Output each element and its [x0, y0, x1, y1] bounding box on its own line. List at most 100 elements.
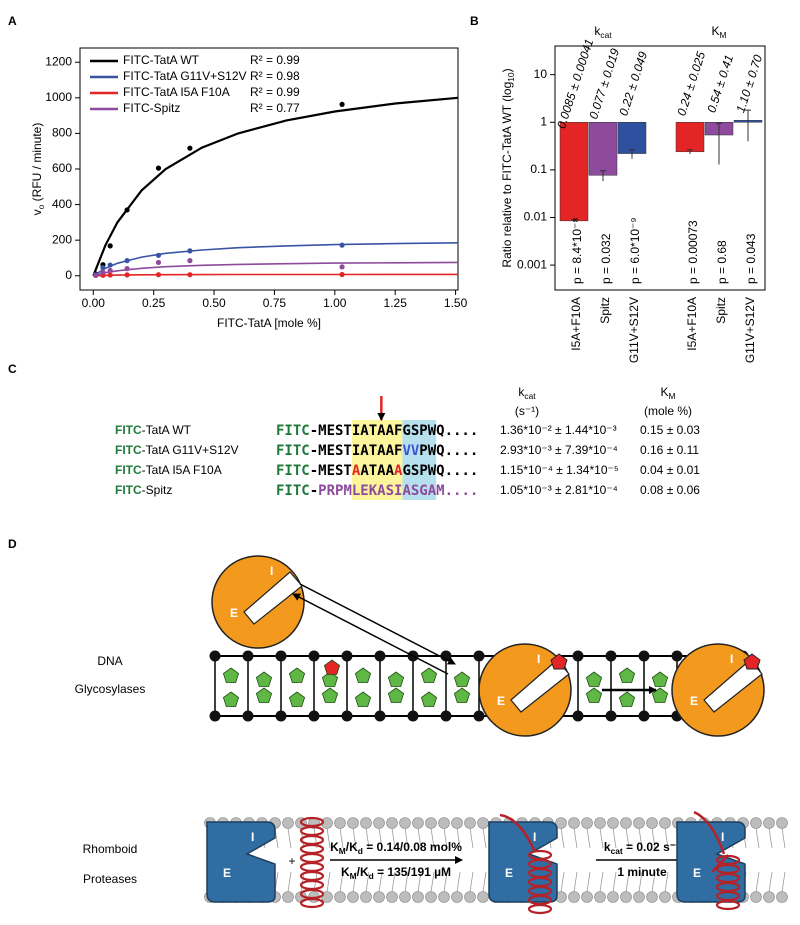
x-tick-label: 0.75 — [263, 296, 287, 310]
lipid-tail — [287, 827, 292, 849]
y-tick-label: 0.01 — [524, 210, 548, 224]
row-name: FITC-Spitz — [115, 483, 172, 497]
dna-base — [651, 671, 669, 687]
lipid-head — [581, 817, 593, 829]
column-header: kcat — [518, 385, 536, 401]
value-label: 1.10 ± 0.70 — [733, 53, 765, 115]
helix-turn — [299, 879, 325, 891]
lipid-tail — [469, 871, 474, 893]
lipid-tail — [625, 827, 630, 849]
p-label: p = 0.68 — [715, 240, 729, 284]
lipid-head — [360, 817, 372, 829]
lipid-tail — [339, 871, 344, 893]
dna-node — [341, 710, 353, 722]
dna-node — [275, 710, 287, 722]
lipid-head — [763, 817, 775, 829]
text-run: M — [339, 846, 346, 856]
fit-line — [92, 96, 459, 277]
lipid-tail — [417, 871, 422, 893]
text-run: VV — [402, 443, 419, 459]
text-run: PWQ.... — [419, 443, 478, 459]
bar — [588, 122, 618, 176]
text-run: (RFU / minute) — [30, 123, 44, 205]
row-label: DNA — [97, 654, 122, 668]
lipid-head — [451, 817, 463, 829]
lipid-head — [607, 817, 619, 829]
bound-base — [550, 653, 568, 670]
exosite-label: I — [730, 652, 733, 666]
text-run: o — [36, 204, 46, 209]
y-tick-label: 0.001 — [517, 257, 547, 271]
lipid-head — [282, 817, 294, 829]
lipid-tail — [287, 871, 292, 893]
data-point — [187, 145, 193, 151]
dna-base — [585, 671, 603, 687]
dna-base — [222, 691, 240, 707]
dna-base — [222, 667, 240, 683]
data-point — [155, 252, 162, 258]
lipid-tail — [612, 827, 617, 849]
lipid-tail — [365, 871, 370, 893]
text-run: FITC — [115, 443, 142, 457]
lipid-head — [555, 817, 567, 829]
y-tick-label: 1000 — [45, 90, 72, 104]
text-run: k — [604, 840, 611, 854]
lipid-tail — [755, 827, 760, 849]
helix-turn — [299, 834, 325, 846]
lipid-head — [451, 891, 463, 903]
error-bar — [687, 149, 693, 155]
x-tick-label: Spitz — [714, 297, 728, 324]
text-run: FITC — [276, 443, 310, 459]
helix-turn — [299, 870, 325, 882]
lipid-tail — [586, 871, 591, 893]
row-sequence: FITC-PRPMLEKASIASGAM.... — [276, 483, 478, 499]
x-tick-label: 0.25 — [142, 296, 166, 310]
lipid-head — [646, 891, 658, 903]
p-label: p = 8.4*10⁻⁸ — [570, 218, 584, 284]
lipid-tail — [378, 871, 383, 893]
panel-label: B — [470, 14, 479, 28]
text-run: k — [518, 385, 525, 399]
panel-label: C — [8, 362, 17, 376]
text-run: GSPWQ.... — [402, 463, 478, 479]
row-kcat: 1.05*10⁻³ ± 2.81*10⁻⁴ — [500, 483, 618, 497]
row-label: Glycosylases — [75, 682, 146, 696]
dna-node — [308, 650, 320, 662]
helix-turn — [299, 852, 325, 864]
time-label: 1 minute — [617, 865, 667, 879]
text-run: /K — [357, 865, 369, 879]
dna-node — [605, 650, 617, 662]
lipid-tail — [599, 871, 604, 893]
dna-base — [453, 687, 471, 703]
text-run: -MESTIATAAFGSPWQ.... — [310, 423, 479, 439]
lipid-tail — [586, 827, 591, 849]
fit-line — [92, 242, 459, 277]
lipid-head — [373, 891, 385, 903]
error-bar — [629, 148, 635, 159]
data-point — [124, 266, 130, 272]
dna-node — [671, 650, 683, 662]
row-kcat: 1.15*10⁻⁴ ± 1.34*10⁻⁵ — [500, 463, 619, 477]
dna-node — [374, 650, 386, 662]
active-site-label: E — [690, 694, 698, 708]
text-run: -TatA I5A F10A — [142, 463, 222, 477]
lipid-tail — [378, 827, 383, 849]
column-unit: (s⁻¹) — [515, 404, 539, 418]
text-run: d — [369, 871, 374, 881]
legend-label: FITC-TatA G11V+S12V — [123, 69, 247, 83]
active-site-label: E — [693, 866, 701, 880]
p-label: p = 6.0*10⁻⁹ — [628, 217, 642, 284]
group-title: KM — [712, 24, 727, 40]
lipid-head — [347, 891, 359, 903]
lipid-head — [425, 817, 437, 829]
lipid-head — [464, 817, 476, 829]
lipid-tail — [781, 827, 786, 849]
text-run: K — [661, 385, 669, 399]
lipid-head — [594, 891, 606, 903]
lipid-head — [412, 817, 424, 829]
dna-node — [242, 710, 254, 722]
substrate-tail — [499, 813, 537, 853]
lipid-tail — [612, 871, 617, 893]
row-name: FITC-TatA I5A F10A — [115, 463, 222, 477]
